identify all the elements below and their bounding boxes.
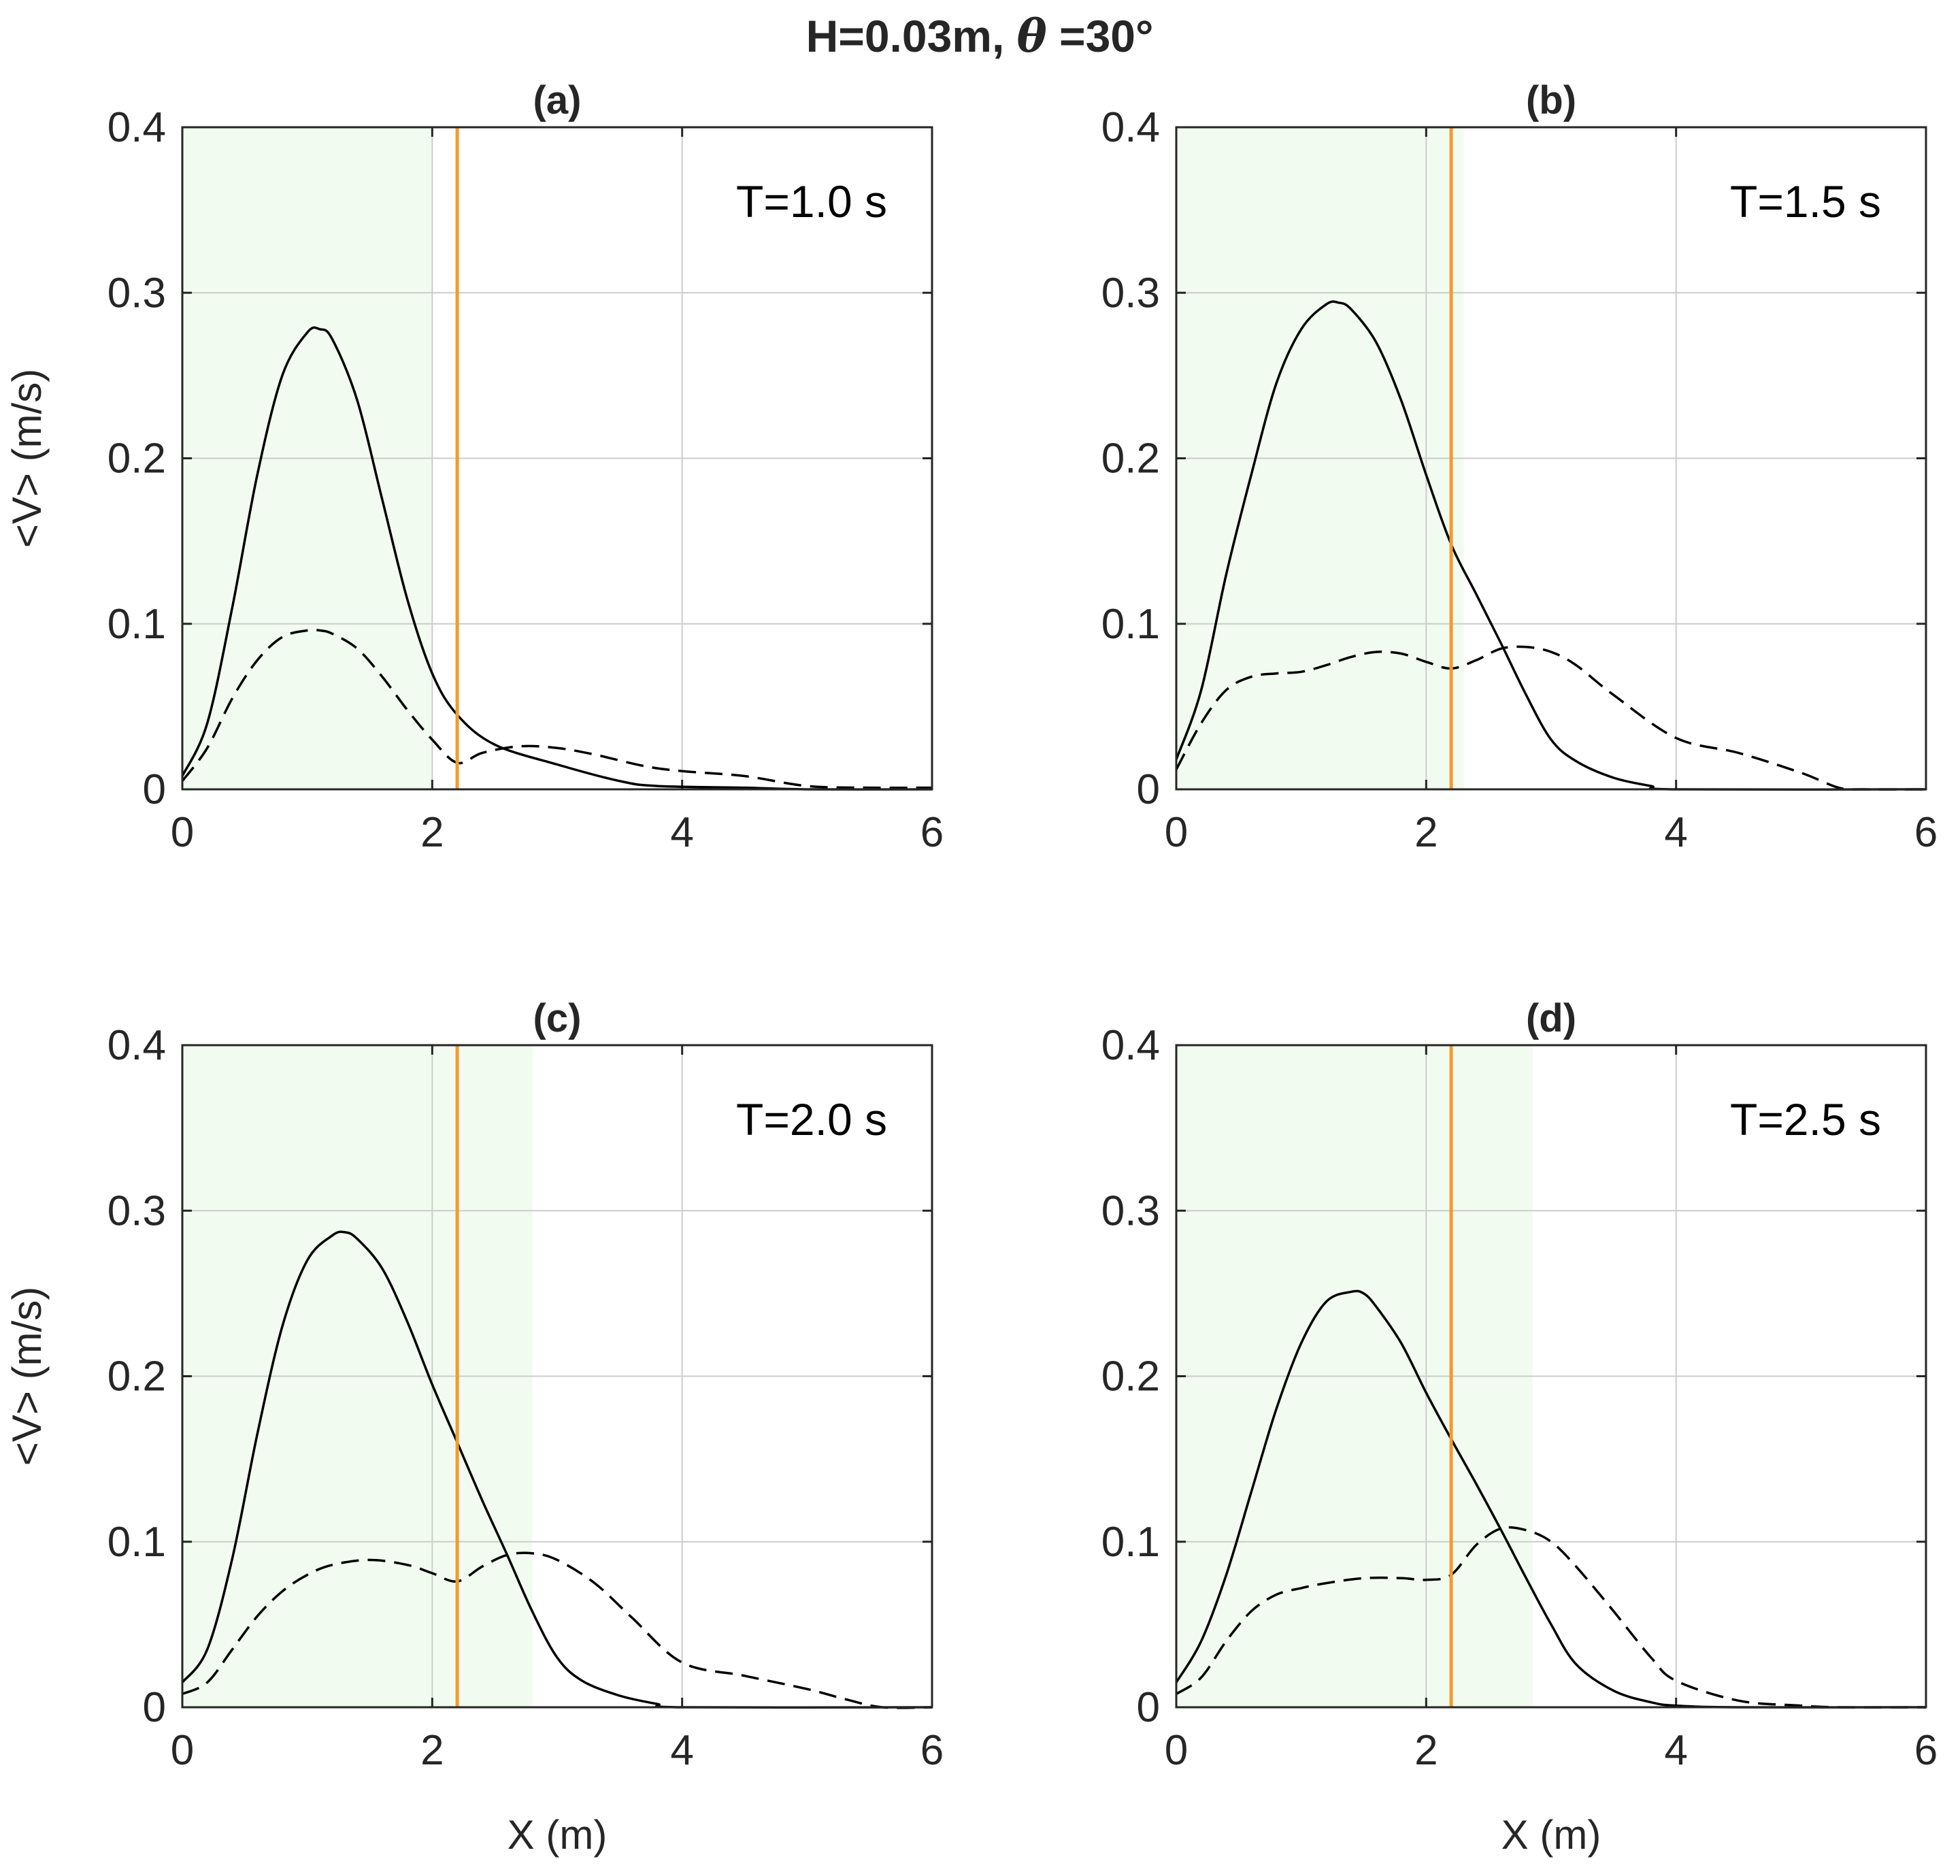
xlabel-c: X (m) <box>508 1812 608 1858</box>
series-dashed-line-c <box>182 1551 933 1709</box>
ytick-label-a-1: 0.1 <box>107 601 166 648</box>
ytick-label-c-0: 0 <box>143 1684 166 1731</box>
panel-d: 0 2 4 6 0 0.1 0.2 0.3 0.4 (d) T=2.5 s X (m) <box>1101 996 1938 1858</box>
panel-title-a: (a) <box>533 78 582 122</box>
ytick-label-d-2: 0.2 <box>1101 1353 1160 1400</box>
ytick-label-b-4: 0.4 <box>1101 104 1160 151</box>
xtick-label-c-0: 0 <box>171 1727 194 1774</box>
xtick-label-a-2: 4 <box>670 809 693 856</box>
xtick-label-a-1: 2 <box>420 809 444 856</box>
suptitle-theta-symbol: θ <box>1017 10 1047 63</box>
xtick-label-d-1: 2 <box>1414 1727 1438 1774</box>
ytick-label-d-4: 0.4 <box>1101 1022 1160 1069</box>
series-solid-line-c <box>181 1230 933 1709</box>
panel-a: 0 2 4 6 0 0.1 0.2 0.3 0.4 (a) T=1.0 s <V> (m/s) <box>4 78 944 856</box>
xtick-label-c-3: 6 <box>920 1727 944 1774</box>
period-annotation-d: T=2.5 s <box>1730 1094 1881 1145</box>
ytick-label-a-0: 0 <box>143 766 166 813</box>
ytick-label-a-4: 0.4 <box>107 104 166 151</box>
xtick-label-d-2: 4 <box>1664 1727 1687 1774</box>
suptitle-text-left: H=0.03m, <box>806 11 1017 61</box>
xtick-label-d-0: 0 <box>1165 1727 1188 1774</box>
panel-b: 0 2 4 6 0 0.1 0.2 0.3 0.4 (b) T=1.5 s <box>1101 78 1938 856</box>
ytick-label-d-0: 0 <box>1137 1684 1160 1731</box>
suptitle-text-right: =30° <box>1047 11 1154 61</box>
ytick-label-b-1: 0.1 <box>1101 601 1160 648</box>
axes-frame-b <box>1175 126 1927 791</box>
axes-frame-d <box>1175 1044 1927 1709</box>
panel-title-c: (c) <box>533 996 582 1040</box>
ytick-label-d-3: 0.3 <box>1101 1187 1160 1234</box>
period-annotation-b: T=1.5 s <box>1730 176 1881 227</box>
xtick-label-c-1: 2 <box>420 1727 444 1774</box>
ytick-label-a-3: 0.3 <box>107 269 166 316</box>
xtick-label-c-2: 4 <box>670 1727 693 1774</box>
series-dashed-line-b <box>1175 645 1927 791</box>
panel-title-b: (b) <box>1526 78 1576 122</box>
ytick-label-c-3: 0.3 <box>107 1187 166 1234</box>
ytick-label-b-2: 0.2 <box>1101 435 1160 482</box>
ylabel-c: <V> (m/s) <box>4 1287 50 1466</box>
ytick-label-b-3: 0.3 <box>1101 269 1160 316</box>
ytick-label-c-4: 0.4 <box>107 1022 166 1069</box>
series-solid-line-b <box>1175 300 1927 791</box>
series-solid-line-d <box>1175 1289 1927 1709</box>
panel-title-d: (d) <box>1526 996 1576 1040</box>
period-annotation-a: T=1.0 s <box>736 176 887 227</box>
xtick-label-b-1: 2 <box>1414 809 1438 856</box>
xtick-label-b-3: 6 <box>1914 809 1938 856</box>
series-dashed-line-a <box>181 628 933 789</box>
series-dashed-line-d <box>1176 1526 1927 1709</box>
ytick-label-c-2: 0.2 <box>107 1353 166 1400</box>
ytick-label-b-0: 0 <box>1137 766 1160 813</box>
xtick-label-b-0: 0 <box>1165 809 1188 856</box>
axes-frame-a <box>181 126 933 791</box>
figure-suptitle: H=0.03m, θ =30° <box>806 10 1154 63</box>
period-annotation-c: T=2.0 s <box>736 1094 887 1145</box>
ytick-label-a-2: 0.2 <box>107 435 166 482</box>
ylabel-a: <V> (m/s) <box>4 369 50 548</box>
ytick-label-d-1: 0.1 <box>1101 1519 1160 1566</box>
xtick-label-a-0: 0 <box>171 809 194 856</box>
series-solid-line-a <box>181 326 933 791</box>
xtick-label-d-3: 6 <box>1914 1727 1938 1774</box>
axes-frame-c <box>181 1044 933 1709</box>
panel-c: 0 2 4 6 0 0.1 0.2 0.3 0.4 (c) T=2.0 s <V> (m/s) X (m… <box>4 996 944 1858</box>
xlabel-d: X (m) <box>1501 1812 1601 1858</box>
ytick-label-c-1: 0.1 <box>107 1519 166 1566</box>
xtick-label-a-3: 6 <box>920 809 944 856</box>
xtick-label-b-2: 4 <box>1664 809 1687 856</box>
